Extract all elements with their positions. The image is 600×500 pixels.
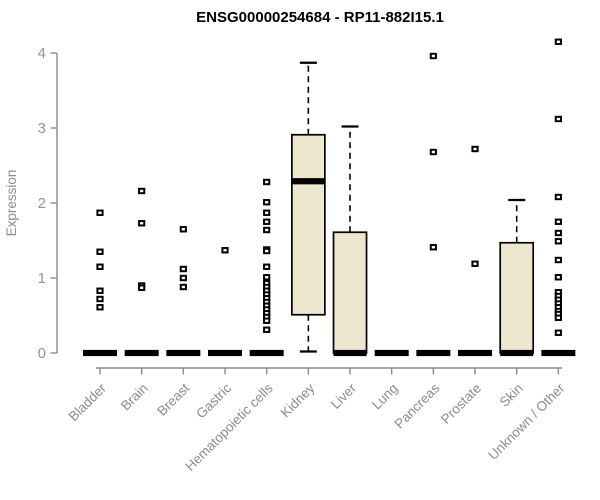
outlier-point xyxy=(554,218,562,225)
outlier-point xyxy=(554,38,562,45)
outlier-point xyxy=(554,274,562,281)
outlier-point xyxy=(263,226,271,234)
median-line xyxy=(291,178,325,185)
median-line xyxy=(500,349,534,357)
median-line xyxy=(124,349,159,357)
outlier-point xyxy=(179,283,187,291)
boxplot-lung xyxy=(374,349,409,357)
outlier-point xyxy=(96,295,104,303)
y-axis-label: Expression xyxy=(4,170,19,237)
median-line xyxy=(416,349,451,357)
median-line xyxy=(374,349,409,357)
chart-title: ENSG00000254684 - RP11-882I15.1 xyxy=(196,9,444,26)
x-axis-label-pancreas: Pancreas xyxy=(392,380,443,431)
outlier-point xyxy=(263,199,271,206)
x-axis-label-kidney: Kidney xyxy=(278,380,318,420)
median-line xyxy=(541,349,576,357)
outlier-point xyxy=(554,229,562,237)
outlier-point xyxy=(429,148,437,156)
outlier-point xyxy=(554,329,562,336)
boxplot-liver xyxy=(332,125,368,357)
x-axis-label-unknown-other: Unknown / Other xyxy=(485,380,568,463)
outlier-point xyxy=(96,263,104,270)
y-tick-label: 3 xyxy=(38,120,46,137)
outlier-point xyxy=(138,284,146,291)
median-line xyxy=(249,349,284,357)
outlier-point xyxy=(96,209,104,216)
outlier-point xyxy=(263,218,271,225)
outlier-point xyxy=(263,209,271,216)
outlier-point xyxy=(554,238,562,245)
outlier-point xyxy=(263,247,271,255)
outlier-point xyxy=(263,326,271,333)
x-axis-label-bladder: Bladder xyxy=(66,380,110,424)
outlier-point xyxy=(263,274,271,281)
iqr-box xyxy=(291,133,326,316)
outlier-point xyxy=(471,260,479,267)
x-axis-label-breast: Breast xyxy=(154,380,192,418)
y-tick-label: 0 xyxy=(38,345,46,362)
outlier-point xyxy=(429,244,437,251)
outlier-point xyxy=(554,193,562,201)
outlier-point xyxy=(554,314,562,321)
outlier-point xyxy=(471,145,479,153)
outlier-point xyxy=(179,274,187,282)
y-tick-label: 1 xyxy=(38,270,46,287)
median-line xyxy=(166,349,201,357)
outlier-point xyxy=(179,265,187,273)
outlier-point xyxy=(138,220,146,227)
outlier-point xyxy=(96,304,104,311)
x-axis-label-lung: Lung xyxy=(369,381,401,413)
x-axis-label-gastric: Gastric xyxy=(193,380,234,421)
median-line xyxy=(208,349,243,357)
outlier-point xyxy=(263,263,271,270)
boxplot-breast xyxy=(166,226,201,357)
outlier-point xyxy=(138,187,146,195)
boxplot-unknown-other xyxy=(541,38,576,357)
boxplot-pancreas xyxy=(416,52,451,357)
outlier-point xyxy=(554,115,562,123)
boxplot-brain xyxy=(124,187,159,357)
x-axis-label-skin: Skin xyxy=(497,381,526,410)
x-axis-label-brain: Brain xyxy=(118,381,151,414)
iqr-box xyxy=(499,241,535,354)
boxplot-skin xyxy=(499,198,535,357)
median-line xyxy=(83,349,117,357)
boxplot-hematopoietic-cells xyxy=(249,178,284,357)
x-axis-label-liver: Liver xyxy=(328,380,360,412)
y-axis: 0 1 2 3 4 xyxy=(38,45,58,362)
iqr-box xyxy=(332,231,368,354)
outlier-point xyxy=(179,226,187,233)
outlier-point xyxy=(263,178,271,186)
boxplot-gastric xyxy=(208,247,243,357)
outlier-point xyxy=(96,248,104,255)
boxplot-prostate xyxy=(458,145,493,357)
outlier-point xyxy=(263,317,271,324)
x-axis-label-prostate: Prostate xyxy=(438,381,484,427)
median-line xyxy=(458,349,493,357)
outlier-point xyxy=(554,256,562,264)
boxplot-bladder xyxy=(83,209,117,357)
plot-area: 0 1 2 3 4 Bladder Brain Breast GastricHematopoie… xyxy=(38,38,576,474)
boxplot-kidney xyxy=(291,61,326,353)
outlier-point xyxy=(429,52,437,60)
median-line xyxy=(333,349,367,357)
y-tick-label: 4 xyxy=(38,45,46,62)
outlier-point xyxy=(96,287,104,294)
y-tick-label: 2 xyxy=(38,195,46,212)
outlier-point xyxy=(221,247,229,254)
